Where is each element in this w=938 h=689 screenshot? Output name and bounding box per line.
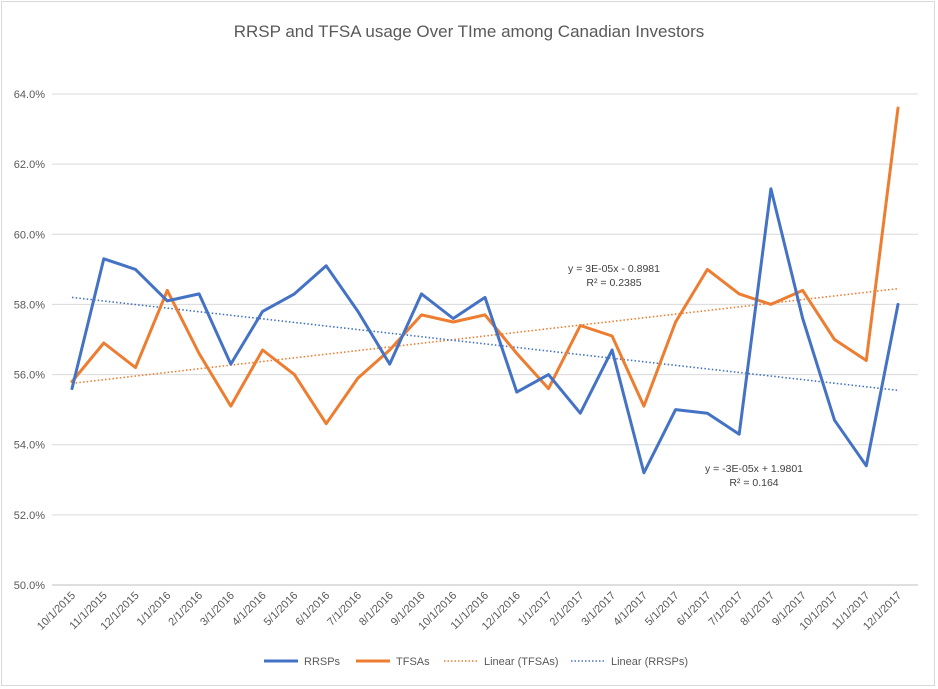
- y-tick-label: 64.0%: [14, 89, 45, 101]
- y-tick-label: 62.0%: [14, 159, 45, 171]
- legend-item-linear-tfsas[interactable]: Linear (TFSAs): [444, 656, 559, 668]
- x-tick-label: 1/1/2016: [135, 590, 174, 629]
- legend-label-rrsps: RRSPs: [304, 656, 341, 668]
- y-tick-label: 58.0%: [14, 299, 45, 311]
- data-series: [70, 106, 900, 475]
- legend: RRSPs TFSAs Linear (TFSAs) Linear (RRSPs…: [264, 656, 688, 668]
- x-tick-label: 6/1/2017: [675, 590, 714, 629]
- legend-label-linear-tfsas: Linear (TFSAs): [484, 656, 559, 668]
- trendline-equation-tfsas: y = 3E-05x - 0.8981 R² = 0.2385: [568, 263, 660, 289]
- trendline-linear-tfsas: [71, 287, 899, 385]
- legend-label-tfsas: TFSAs: [396, 656, 430, 668]
- rrsp-trend-equation: y = -3E-05x + 1.9801: [705, 463, 803, 475]
- y-axis-tick-labels: 64.0% 62.0% 60.0% 58.0% 56.0% 54.0% 52.0% 50.0%: [14, 89, 45, 592]
- y-tick-label: 60.0%: [14, 229, 45, 241]
- rrsp-trend-r-squared: R² = 0.164: [729, 477, 778, 489]
- y-tick-label: 54.0%: [14, 440, 45, 452]
- x-tick-label: 3/1/2017: [579, 590, 618, 629]
- y-tick-label: 50.0%: [14, 580, 45, 592]
- x-tick-label: 7/1/2017: [707, 590, 746, 629]
- x-axis-tick-labels: 10/1/201511/1/201512/1/20151/1/20162/1/2…: [35, 590, 904, 633]
- tfsa-trend-equation: y = 3E-05x - 0.8981: [568, 263, 660, 275]
- x-tick-label: 8/1/2016: [357, 590, 396, 629]
- tfsa-trend-r-squared: R² = 0.2385: [586, 277, 641, 289]
- x-tick-label: 7/1/2016: [325, 590, 364, 629]
- series-line-tfsas[interactable]: [70, 106, 900, 426]
- x-tick-label: 4/1/2017: [611, 590, 650, 629]
- trendline-linear-rrsps: [71, 296, 899, 392]
- x-tick-label: 5/1/2016: [262, 590, 301, 629]
- y-tick-label: 56.0%: [14, 370, 45, 382]
- gridlines: [52, 93, 918, 586]
- chart-title: RRSP and TFSA usage Over TIme among Cana…: [234, 22, 705, 41]
- x-tick-label: 2/1/2017: [548, 590, 587, 629]
- x-tick-label: 1/1/2017: [516, 590, 555, 629]
- legend-item-tfsas[interactable]: TFSAs: [356, 656, 430, 668]
- series-line-rrsps[interactable]: [70, 187, 900, 475]
- x-tick-label: 2/1/2016: [166, 590, 205, 629]
- legend-label-linear-rrsps: Linear (RRSPs): [611, 656, 688, 668]
- x-tick-label: 5/1/2017: [643, 590, 682, 629]
- legend-item-linear-rrsps[interactable]: Linear (RRSPs): [571, 656, 688, 668]
- x-tick-label: 8/1/2017: [738, 590, 777, 629]
- x-tick-label: 4/1/2016: [230, 590, 269, 629]
- y-tick-label: 52.0%: [14, 510, 45, 522]
- trendline-equation-rrsps: y = -3E-05x + 1.9801 R² = 0.164: [705, 463, 803, 489]
- x-tick-label: 6/1/2016: [294, 590, 333, 629]
- legend-item-rrsps[interactable]: RRSPs: [264, 656, 341, 668]
- x-tick-label: 3/1/2016: [198, 590, 237, 629]
- trendlines: [71, 287, 899, 392]
